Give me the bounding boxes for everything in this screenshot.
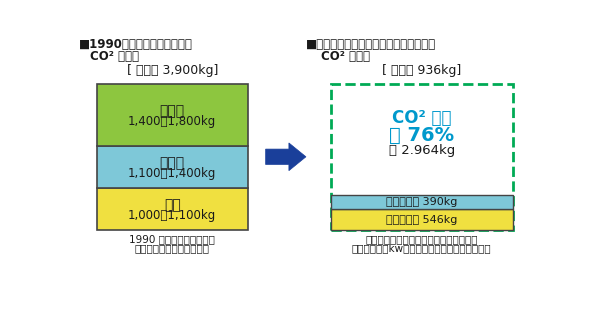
Text: （電気・ガス・灯油併用）: （電気・ガス・灯油併用） (135, 243, 210, 253)
Polygon shape (266, 143, 306, 171)
Text: CO² 削減: CO² 削減 (392, 110, 452, 127)
Bar (97, 188, 248, 230)
Bar (331, 209, 513, 230)
Text: 省エネルギー住宅＋太陽光発電システム: 省エネルギー住宅＋太陽光発電システム (365, 234, 478, 244)
Text: [ 年間約 936kg]: [ 年間約 936kg] (382, 64, 461, 77)
Bar (331, 195, 513, 209)
Text: 冷暖房　約 390kg: 冷暖房 約 390kg (386, 197, 458, 207)
Text: 1990 年頃の一般的な住宅: 1990 年頃の一般的な住宅 (130, 234, 215, 244)
Text: （最大出力４kw＋エコキュート＋オール電化）: （最大出力４kw＋エコキュート＋オール電化） (352, 243, 491, 253)
Text: その他: その他 (160, 104, 185, 118)
Text: [ 年間約 3,900kg]: [ 年間約 3,900kg] (127, 64, 218, 77)
Text: 1,000～1,100kg: 1,000～1,100kg (128, 209, 217, 222)
Text: ■1990年頃の一般的な住宅の: ■1990年頃の一般的な住宅の (79, 38, 193, 51)
Text: 約 2.964kg: 約 2.964kg (389, 144, 455, 157)
Text: 1,100～1,400kg: 1,100～1,400kg (128, 167, 217, 180)
Text: 1,400～1,800kg: 1,400～1,800kg (128, 115, 217, 128)
Text: 約 76%: 約 76% (389, 126, 454, 145)
Bar (97, 84, 248, 146)
Text: 冷暖房: 冷暖房 (160, 156, 185, 170)
Text: CO² 排出量: CO² 排出量 (91, 50, 139, 63)
Bar (331, 84, 513, 230)
Text: 給　湯　約 546kg: 給 湯 約 546kg (386, 215, 458, 225)
Text: ■太陽光発電システムを搭載した場合の: ■太陽光発電システムを搭載した場合の (306, 38, 436, 51)
Text: CO² 排出量: CO² 排出量 (322, 50, 370, 63)
Bar (97, 146, 248, 188)
Text: 給湯: 給湯 (164, 198, 181, 212)
